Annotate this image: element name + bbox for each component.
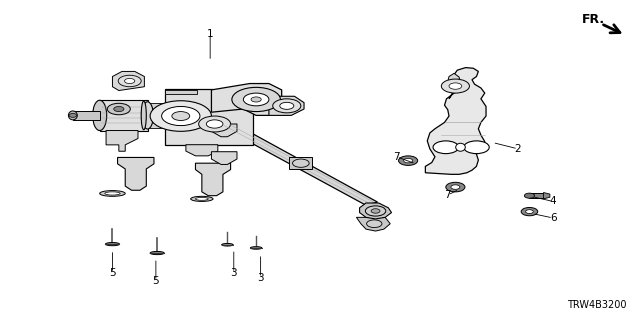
Ellipse shape <box>105 192 120 195</box>
Circle shape <box>206 120 223 128</box>
Circle shape <box>69 114 77 117</box>
Polygon shape <box>113 71 145 91</box>
Ellipse shape <box>106 243 120 246</box>
Circle shape <box>172 112 189 121</box>
Polygon shape <box>195 163 230 196</box>
Text: 4: 4 <box>550 196 556 206</box>
Polygon shape <box>211 152 237 164</box>
Circle shape <box>108 103 131 115</box>
Polygon shape <box>269 96 304 116</box>
Circle shape <box>371 209 380 213</box>
Circle shape <box>451 185 460 189</box>
Circle shape <box>449 83 462 89</box>
Circle shape <box>150 101 211 131</box>
Text: FR.: FR. <box>582 13 605 26</box>
Text: TRW4B3200: TRW4B3200 <box>567 300 627 310</box>
Text: 2: 2 <box>515 144 522 154</box>
Polygon shape <box>165 89 253 145</box>
Ellipse shape <box>250 247 262 249</box>
Circle shape <box>464 141 489 154</box>
Circle shape <box>365 206 386 216</box>
Text: 7: 7 <box>444 190 451 200</box>
Polygon shape <box>100 100 148 131</box>
Ellipse shape <box>141 101 147 130</box>
Circle shape <box>162 107 200 125</box>
Polygon shape <box>221 123 378 205</box>
Polygon shape <box>165 90 197 94</box>
Polygon shape <box>148 103 165 128</box>
Circle shape <box>243 93 269 106</box>
Circle shape <box>280 102 294 109</box>
Circle shape <box>446 182 465 192</box>
Ellipse shape <box>100 191 125 196</box>
Polygon shape <box>360 203 392 219</box>
Ellipse shape <box>191 196 213 201</box>
Polygon shape <box>543 193 550 199</box>
Polygon shape <box>186 145 218 156</box>
Circle shape <box>292 159 309 167</box>
Text: 7: 7 <box>394 152 400 162</box>
Circle shape <box>404 158 413 163</box>
Circle shape <box>524 193 534 198</box>
Polygon shape <box>118 157 154 190</box>
Circle shape <box>433 141 459 154</box>
Polygon shape <box>289 157 312 169</box>
Ellipse shape <box>68 111 77 120</box>
Circle shape <box>114 107 124 112</box>
Text: 6: 6 <box>550 213 556 223</box>
Circle shape <box>442 79 469 93</box>
Polygon shape <box>426 68 486 174</box>
Circle shape <box>251 97 261 102</box>
Text: 1: 1 <box>207 29 214 39</box>
Ellipse shape <box>221 244 233 246</box>
Circle shape <box>521 207 538 216</box>
Polygon shape <box>529 194 543 198</box>
Text: 3: 3 <box>257 273 264 283</box>
Circle shape <box>198 116 230 132</box>
Polygon shape <box>211 84 282 116</box>
Polygon shape <box>106 131 138 151</box>
Text: 5: 5 <box>152 276 159 286</box>
Text: 5: 5 <box>109 268 116 278</box>
Ellipse shape <box>456 143 465 151</box>
Circle shape <box>118 75 141 87</box>
Polygon shape <box>161 107 186 123</box>
Polygon shape <box>356 217 390 231</box>
Ellipse shape <box>93 100 107 131</box>
Ellipse shape <box>142 102 154 129</box>
Text: 3: 3 <box>230 268 237 278</box>
Polygon shape <box>211 124 237 137</box>
Circle shape <box>125 78 135 84</box>
Ellipse shape <box>195 197 208 200</box>
Polygon shape <box>448 73 460 99</box>
Ellipse shape <box>150 252 164 255</box>
Polygon shape <box>73 111 100 120</box>
Polygon shape <box>162 113 177 125</box>
Circle shape <box>525 210 533 213</box>
Circle shape <box>367 220 382 228</box>
Circle shape <box>399 156 418 165</box>
Circle shape <box>273 99 301 113</box>
Circle shape <box>232 87 280 112</box>
